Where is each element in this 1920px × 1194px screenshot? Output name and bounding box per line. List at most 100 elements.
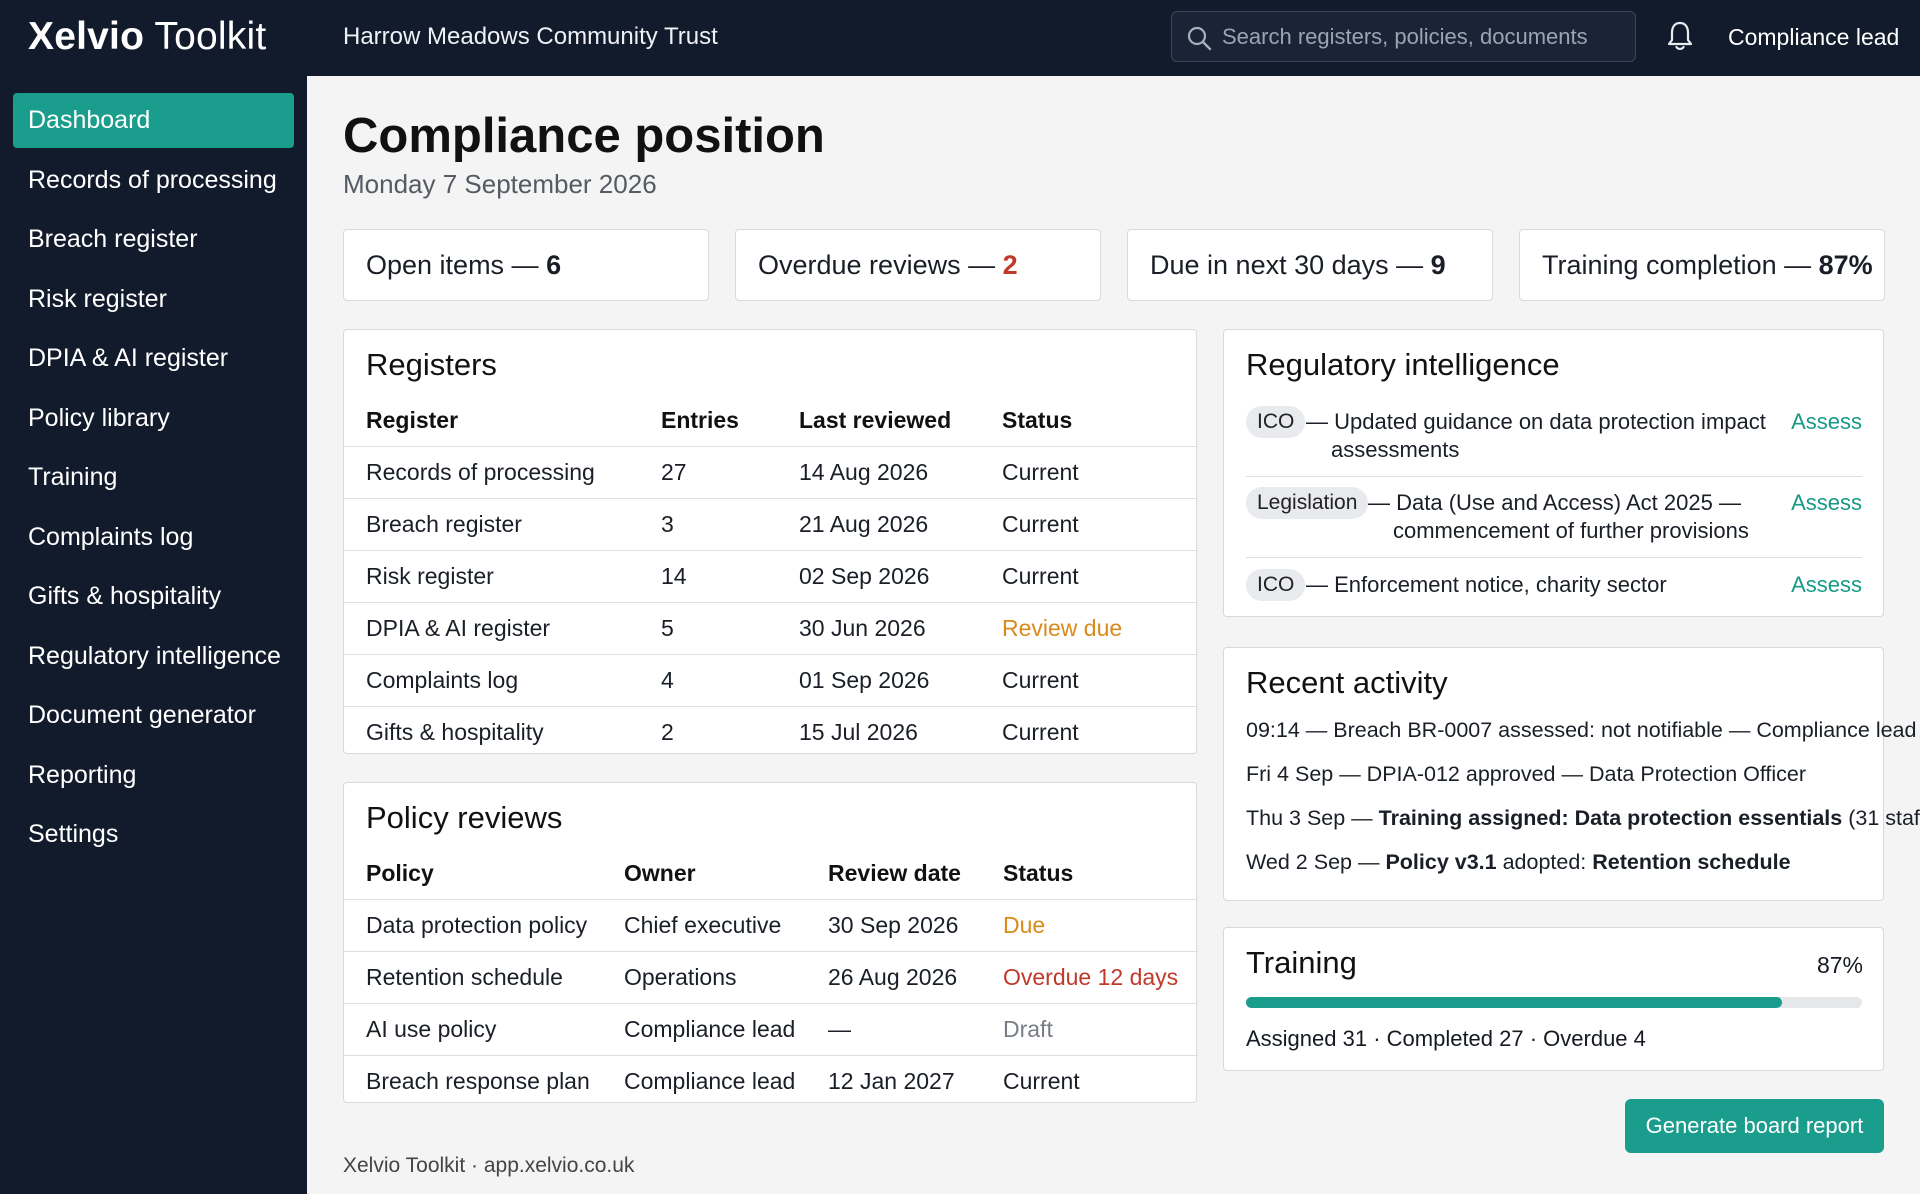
policy-reviews-card: Policy reviews Policy Owner Review date … [343,782,1197,1107]
register-name[interactable]: Risk register [344,549,639,602]
column-header: Entries [661,407,739,434]
regulatory-intelligence-card: Regulatory intelligence ICO — Updated gu… [1223,329,1884,617]
sidebar-item-training[interactable]: Training [28,463,118,491]
policy-review-date: 30 Sep 2026 [806,898,981,951]
sidebar-item-dpia-ai-register[interactable]: DPIA & AI register [28,344,229,372]
policy-name[interactable]: AI use policy [344,1002,602,1055]
register-name[interactable]: Complaints log [344,653,639,706]
register-entries: 3 [639,497,777,550]
column-header: Status [1002,407,1073,434]
footer-text: Xelvio Toolkit · app.xelvio.co.uk [343,1154,635,1177]
table-row[interactable]: Records of processing 27 14 Aug 2026 Cur… [344,445,1196,498]
table-row[interactable]: Breach register 3 21 Aug 2026 Current [344,497,1196,550]
register-last-reviewed: 02 Sep 2026 [777,549,980,602]
assess-link[interactable]: Assess [1791,572,1862,597]
recent-activity-title: Recent activity [1246,665,1448,700]
policy-name[interactable]: Data protection policy [344,898,602,951]
column-header: Status [1003,860,1074,887]
app-logo[interactable]: Xelvio Toolkit [28,15,267,58]
sidebar-item-document-generator[interactable]: Document generator [28,701,256,729]
stat-overdue-reviews[interactable]: Overdue reviews — 2 [735,229,1101,301]
assess-link[interactable]: Assess [1791,490,1862,515]
register-status: Current [980,497,1196,550]
register-name[interactable]: Gifts & hospitality [344,705,639,758]
policy-review-date: 26 Aug 2026 [806,950,981,1003]
table-row[interactable]: Data protection policy Chief executive 3… [344,898,1196,951]
notifications-bell-icon[interactable] [1666,20,1694,57]
register-status: Current [980,705,1196,758]
register-name[interactable]: Breach register [344,497,639,550]
policy-reviews-title: Policy reviews [366,800,563,835]
register-last-reviewed: 15 Jul 2026 [777,705,980,758]
table-header-row: Policy Owner Review date Status [344,849,1196,899]
user-role-menu[interactable]: Compliance lead [1728,24,1900,50]
table-row[interactable]: Retention schedule Operations 26 Aug 202… [344,950,1196,1003]
search-input[interactable] [1222,12,1622,61]
assess-link[interactable]: Assess [1791,409,1862,434]
stat-open-items[interactable]: Open items — 6 [343,229,709,301]
registers-card: Registers Register Entries Last reviewed… [343,329,1197,758]
registers-table: Register Entries Last reviewed Status Re… [344,396,1196,758]
policy-status: Overdue 12 days [981,950,1196,1003]
column-header: Policy [366,860,434,887]
reg-intel-text: — Enforcement notice, charity sector [1306,572,1667,597]
table-row[interactable]: AI use policy Compliance lead — Draft [344,1002,1196,1055]
generate-board-report-button[interactable]: Generate board report [1625,1099,1884,1153]
sidebar-item-regulatory-intelligence[interactable]: Regulatory intelligence [28,642,281,670]
activity-item: Thu 3 Sep — Training assigned: Data prot… [1246,806,1920,830]
divider [1246,476,1862,477]
table-row[interactable]: Risk register 14 02 Sep 2026 Current [344,549,1196,602]
register-last-reviewed: 01 Sep 2026 [777,653,980,706]
register-name[interactable]: Records of processing [344,445,639,498]
regulatory-intelligence-title: Regulatory intelligence [1246,347,1560,382]
register-status: Current [980,653,1196,706]
policy-reviews-table: Policy Owner Review date Status Data pro… [344,849,1196,1107]
sidebar-item-complaints-log[interactable]: Complaints log [28,523,194,551]
sidebar-item-breach-register[interactable]: Breach register [28,225,198,253]
table-header-row: Register Entries Last reviewed Status [344,396,1196,446]
source-tag: Legislation [1246,487,1369,519]
sidebar-item-policy-library[interactable]: Policy library [28,404,170,432]
table-row[interactable]: Complaints log 4 01 Sep 2026 Current [344,653,1196,706]
register-name[interactable]: DPIA & AI register [344,601,639,654]
stat-training-completion[interactable]: Training completion — 87% [1519,229,1885,301]
sidebar-item-gifts-hospitality[interactable]: Gifts & hospitality [28,582,222,610]
reg-intel-item: ICO — Enforcement notice, charity sector… [1246,569,1862,603]
register-status: Review due [980,601,1196,654]
sidebar-item-records-of-processing[interactable]: Records of processing [28,166,277,194]
policy-status: Due [981,898,1196,951]
page-date: Monday 7 September 2026 [343,169,657,199]
reg-intel-item: ICO — Updated guidance on data protectio… [1246,406,1862,466]
sidebar: Dashboard Records of processing Breach r… [0,76,307,1194]
table-row[interactable]: DPIA & AI register 5 30 Jun 2026 Review … [344,601,1196,654]
register-status: Current [980,549,1196,602]
policy-review-date: 12 Jan 2027 [806,1054,981,1107]
reg-intel-text: — Updated guidance on data protection im… [1306,409,1766,462]
policy-owner: Operations [602,950,806,1003]
organisation-name: Harrow Meadows Community Trust [343,23,718,50]
table-row[interactable]: Breach response plan Compliance lead 12 … [344,1054,1196,1107]
policy-name[interactable]: Retention schedule [344,950,602,1003]
register-entries: 27 [639,445,777,498]
reg-intel-text: — Data (Use and Access) Act 2025 — comme… [1368,490,1749,543]
policy-owner: Compliance lead [602,1054,806,1107]
training-summary: Assigned 31 · Completed 27 · Overdue 4 [1246,1026,1646,1051]
column-header: Register [366,407,459,434]
stat-due-next-30-days[interactable]: Due in next 30 days — 9 [1127,229,1493,301]
column-header: Owner [624,860,696,887]
policy-status: Current [981,1054,1196,1107]
search-box[interactable] [1171,11,1636,62]
sidebar-item-risk-register[interactable]: Risk register [28,285,167,313]
training-progress-bar [1246,997,1862,1008]
sidebar-item-reporting[interactable]: Reporting [28,761,137,789]
sidebar-item-dashboard[interactable]: Dashboard [13,93,294,148]
page-title: Compliance position [343,109,825,163]
register-last-reviewed: 30 Jun 2026 [777,601,980,654]
policy-name[interactable]: Breach response plan [344,1054,602,1107]
table-row[interactable]: Gifts & hospitality 2 15 Jul 2026 Curren… [344,705,1196,758]
training-percent: 87% [1816,952,1863,978]
source-tag: ICO [1246,406,1306,438]
sidebar-item-settings[interactable]: Settings [28,820,119,848]
activity-item: 09:14 — Breach BR-0007 assessed: not not… [1246,718,1917,742]
policy-owner: Chief executive [602,898,806,951]
